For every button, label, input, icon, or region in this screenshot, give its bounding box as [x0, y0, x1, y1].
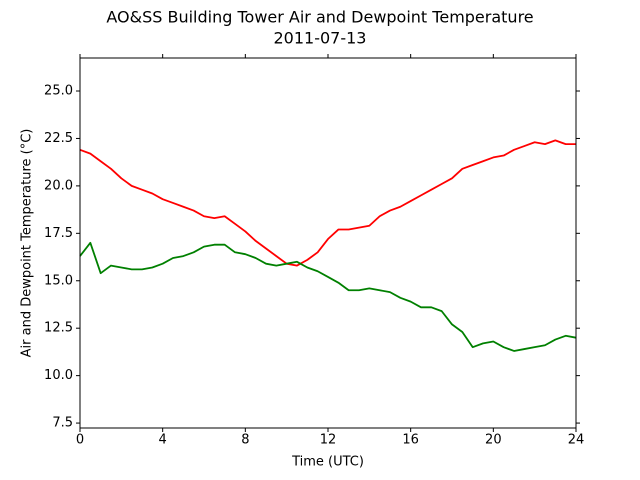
- chart-title: AO&SS Building Tower Air and Dewpoint Te…: [106, 8, 533, 27]
- y-tick-label: 12.5: [44, 321, 73, 336]
- x-tick-label: 4: [159, 433, 167, 448]
- y-tick-label: 20.0: [44, 178, 73, 193]
- y-tick-label: 10.0: [44, 368, 73, 383]
- plot-frame: [79, 57, 577, 429]
- y-tick-label: 22.5: [44, 131, 73, 146]
- line-series: [79, 241, 577, 352]
- x-tick-label: 16: [402, 433, 419, 448]
- y-axis-label: Air and Dewpoint Temperature (°C): [20, 129, 35, 358]
- y-tick-label: 7.5: [52, 416, 73, 431]
- y-tick-label: 25.0: [44, 84, 73, 99]
- x-tick-label: 20: [485, 433, 502, 448]
- x-tick-label: 12: [320, 433, 337, 448]
- line-series: [79, 139, 576, 267]
- y-tick-label: 17.5: [44, 226, 73, 241]
- chart-subtitle: 2011-07-13: [274, 29, 367, 48]
- x-tick-label: 0: [76, 433, 84, 448]
- y-tick-label: 15.0: [44, 273, 73, 288]
- x-tick-label: 24: [568, 433, 585, 448]
- x-tick-label: 8: [241, 433, 249, 448]
- x-axis-label: Time (UTC): [291, 455, 364, 470]
